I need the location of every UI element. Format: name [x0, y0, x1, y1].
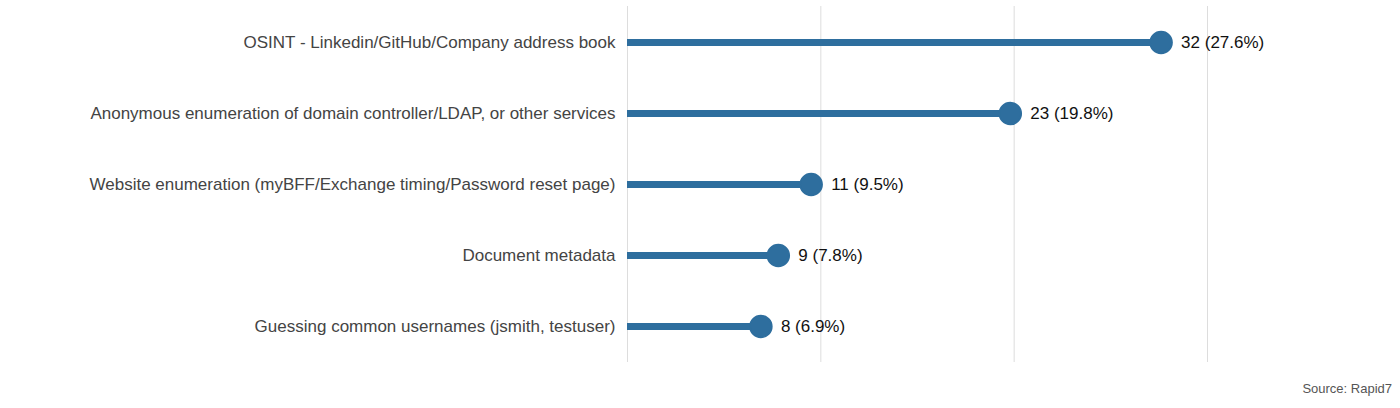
svg-text:23 (19.8%): 23 (19.8%) — [1030, 104, 1113, 123]
svg-text:Guessing common usernames (jsm: Guessing common usernames (jsmith, testu… — [255, 317, 616, 336]
svg-text:11 (9.5%): 11 (9.5%) — [831, 175, 903, 194]
svg-text:32 (27.6%): 32 (27.6%) — [1181, 33, 1264, 52]
html-text:Source: Rapid7: Source: Rapid7 — [1302, 381, 1392, 396]
svg-text:Document metadata: Document metadata — [462, 246, 616, 265]
svg-text:9 (7.8%): 9 (7.8%) — [798, 246, 862, 265]
svg-text:OSINT - Linkedin/GitHub/Compan: OSINT - Linkedin/GitHub/Company address … — [244, 33, 616, 52]
svg-text:8 (6.9%): 8 (6.9%) — [781, 317, 845, 336]
svg-text:Website enumeration (myBFF/Exc: Website enumeration (myBFF/Exchange timi… — [90, 175, 616, 194]
svg-text:Anonymous enumeration of domai: Anonymous enumeration of domain controll… — [90, 104, 615, 123]
